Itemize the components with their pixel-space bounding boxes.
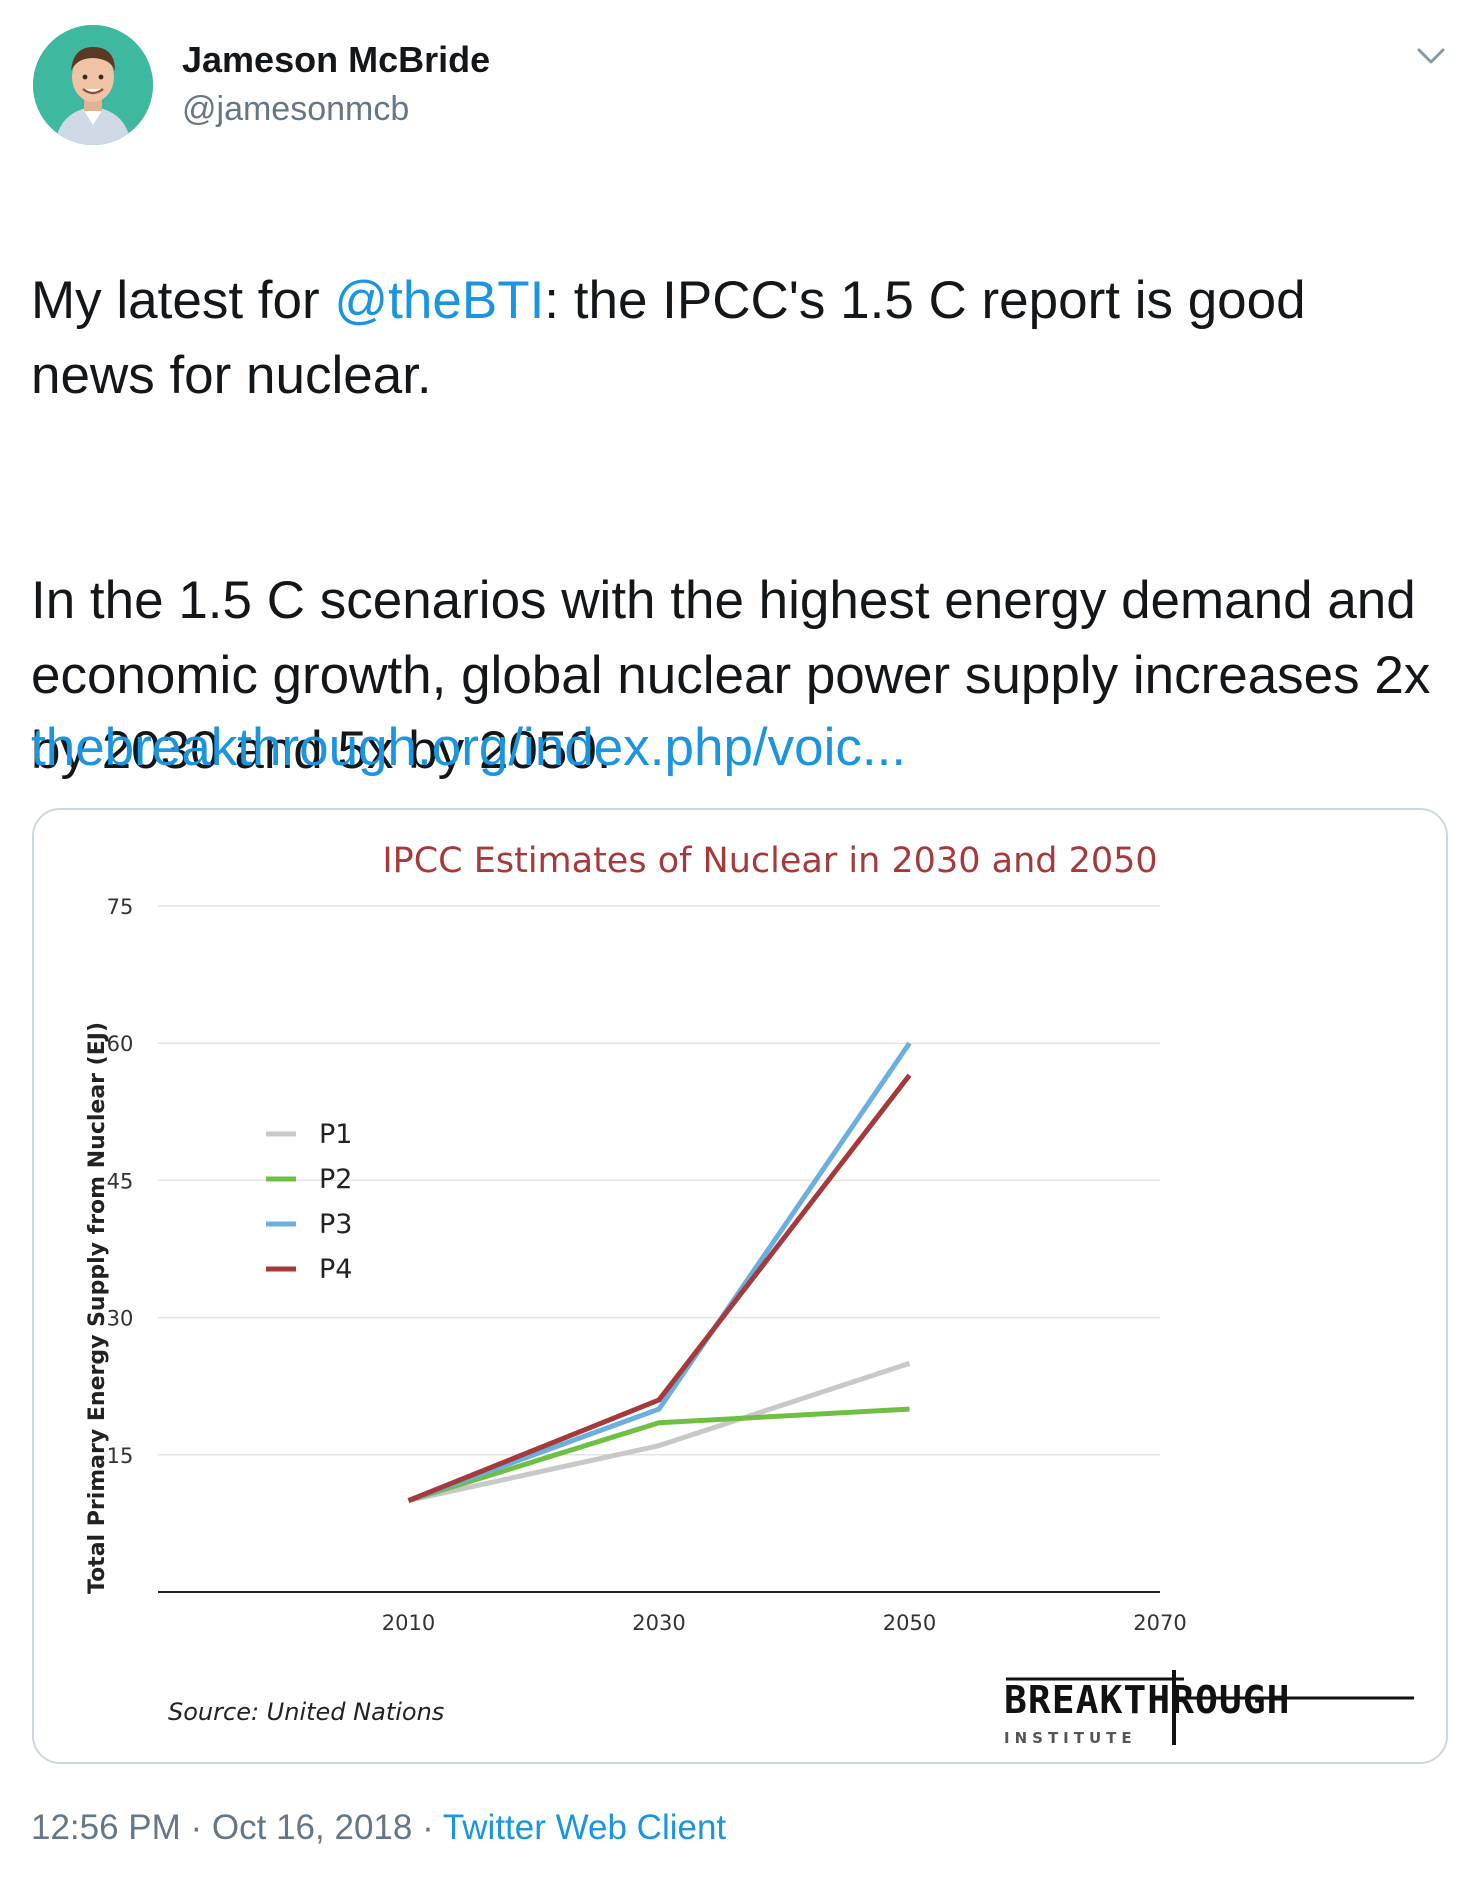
- tweet-text-part: My latest for: [31, 271, 335, 330]
- logo-sub-text: INSTITUTE: [1004, 1729, 1137, 1747]
- tweet-footer: 12:56 PM · Oct 16, 2018 · Twitter Web Cl…: [31, 1808, 726, 1848]
- y-tick-label: 30: [107, 1307, 134, 1331]
- series-line-p2: [407, 1406, 910, 1503]
- x-tick-label: 2010: [382, 1611, 435, 1635]
- author-name[interactable]: Jameson McBride: [182, 39, 491, 80]
- tweet-text-part: : the IPCC's 1.5 C report is good news f…: [31, 271, 1306, 405]
- x-tick-label: 2070: [1133, 1611, 1186, 1635]
- chart-title: IPCC Estimates of Nuclear in 2030 and 20…: [382, 841, 1157, 881]
- avatar[interactable]: [33, 25, 153, 145]
- y-tick-label: 15: [107, 1444, 134, 1468]
- y-tick-label: 45: [107, 1169, 134, 1193]
- series-line-p3: [407, 1041, 912, 1503]
- tweet-paragraph-2: In the 1.5 C scenarios with the highest …: [31, 571, 1431, 780]
- legend-label: P1: [319, 1119, 352, 1150]
- chevron-down-icon[interactable]: [1415, 40, 1447, 72]
- tweet-time[interactable]: 12:56 PM: [31, 1808, 181, 1847]
- client-link[interactable]: Twitter Web Client: [442, 1808, 727, 1847]
- chart-source: Source: United Nations: [168, 1698, 444, 1726]
- x-tick-label: 2030: [632, 1611, 685, 1635]
- y-tick-label: 75: [107, 895, 134, 919]
- breakthrough-logo: BREAKTHROUGH INSTITUTE: [1004, 1670, 1414, 1747]
- tweet-date[interactable]: Oct 16, 2018: [211, 1808, 413, 1847]
- tweet-text: My latest for @theBTI: the IPCC's 1.5 C …: [31, 188, 1441, 863]
- y-axis-label: Total Primary Energy Supply from Nuclear…: [85, 1022, 110, 1594]
- tweet-paragraph-1: My latest for @theBTI: the IPCC's 1.5 C …: [31, 263, 1441, 413]
- tweet-url-link[interactable]: thebreakthrough.org/index.php/voic...: [31, 718, 907, 777]
- media-card[interactable]: 15 30 45 60 75 2010 2030 2050 2070 IPCC Estimate…: [32, 808, 1448, 1764]
- legend-label: P2: [319, 1164, 352, 1195]
- y-tick-label: 60: [107, 1032, 134, 1056]
- series-line-p4: [407, 1073, 912, 1503]
- author-handle[interactable]: @jamesonmcb: [182, 90, 410, 128]
- footer-separator: ·: [180, 1808, 212, 1847]
- legend-label: P4: [319, 1254, 352, 1285]
- chart: 15 30 45 60 75 2010 2030 2050 2070 IPCC Estimate…: [85, 841, 1414, 1747]
- mention-link[interactable]: @theBTI: [334, 271, 545, 330]
- logo-main-text: BREAKTHROUGH: [1004, 1678, 1291, 1722]
- x-tick-label: 2050: [883, 1611, 936, 1635]
- series-line-p1: [407, 1360, 911, 1503]
- footer-separator: ·: [412, 1808, 443, 1847]
- legend-label: P3: [319, 1209, 352, 1240]
